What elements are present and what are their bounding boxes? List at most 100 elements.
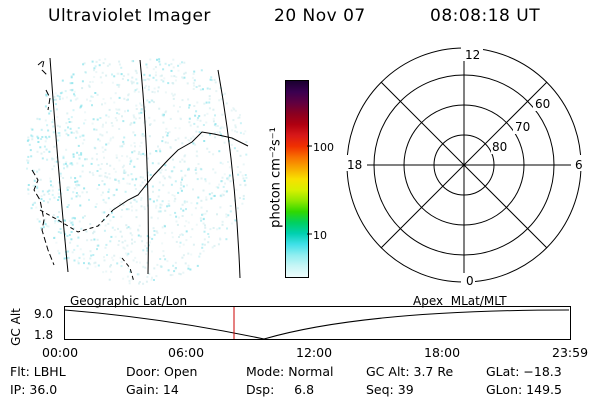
emission-speckle xyxy=(181,142,184,145)
emission-speckle xyxy=(239,122,242,125)
emission-speckle xyxy=(177,110,180,113)
emission-speckle xyxy=(77,194,79,197)
emission-speckle xyxy=(159,206,162,209)
emission-speckle xyxy=(67,134,70,137)
emission-speckle xyxy=(54,160,57,163)
emission-speckle xyxy=(153,233,156,236)
emission-speckle xyxy=(70,176,72,179)
emission-speckle xyxy=(179,187,182,190)
emission-speckle xyxy=(57,199,60,201)
emission-speckle xyxy=(177,64,180,67)
emission-speckle xyxy=(178,272,181,275)
emission-speckle xyxy=(159,265,162,268)
emission-speckle xyxy=(57,139,60,142)
emission-speckle xyxy=(126,155,129,158)
emission-speckle xyxy=(191,76,194,79)
emission-speckle xyxy=(32,202,35,205)
emission-speckle xyxy=(120,73,123,76)
emission-speckle xyxy=(127,226,130,229)
emission-speckle xyxy=(81,142,84,145)
emission-speckle xyxy=(123,169,126,172)
emission-speckle xyxy=(134,134,137,137)
emission-speckle xyxy=(157,90,159,93)
emission-speckle xyxy=(142,265,145,268)
emission-speckle xyxy=(205,101,208,104)
emission-speckle xyxy=(65,96,68,99)
emission-speckle xyxy=(64,219,66,222)
time-tick-1800: 18:00 xyxy=(424,345,461,360)
emission-speckle xyxy=(196,155,199,158)
auroral-emission-speckles xyxy=(26,58,248,285)
emission-speckle xyxy=(49,177,51,180)
emission-speckle xyxy=(184,136,187,139)
emission-speckle xyxy=(94,147,97,150)
emission-speckle xyxy=(155,230,158,233)
emission-speckle xyxy=(182,209,185,212)
emission-speckle xyxy=(113,101,116,104)
emission-speckle xyxy=(219,238,222,241)
emission-speckle xyxy=(111,124,114,127)
emission-speckle xyxy=(113,207,116,210)
emission-speckle xyxy=(171,82,174,84)
emission-speckle xyxy=(66,206,69,208)
emission-speckle xyxy=(161,226,164,229)
emission-speckle xyxy=(131,209,133,212)
emission-speckle xyxy=(161,200,164,203)
emission-speckle xyxy=(190,253,193,256)
emission-speckle xyxy=(168,131,171,134)
emission-speckle xyxy=(226,227,228,230)
emission-speckle xyxy=(148,78,151,81)
emission-speckle xyxy=(193,105,196,107)
emission-speckle xyxy=(170,183,173,186)
emission-speckle xyxy=(162,250,165,253)
emission-speckle xyxy=(126,227,129,230)
emission-speckle xyxy=(96,238,99,241)
emission-speckle xyxy=(166,134,169,137)
emission-speckle xyxy=(213,79,216,81)
emission-speckle xyxy=(79,248,82,251)
emission-speckle xyxy=(129,270,132,273)
emission-speckle xyxy=(200,199,203,202)
emission-speckle xyxy=(113,229,116,231)
emission-speckle xyxy=(121,155,124,157)
emission-speckle xyxy=(84,111,87,114)
emission-speckle xyxy=(172,264,175,267)
emission-speckle xyxy=(58,98,61,101)
emission-speckle xyxy=(171,231,174,234)
emission-speckle xyxy=(192,188,194,191)
emission-speckle xyxy=(169,147,172,149)
status-glon: GLon: 149.5 xyxy=(486,382,562,397)
emission-speckle xyxy=(155,71,157,74)
emission-speckle xyxy=(56,156,59,159)
status-gain: Gain: 14 xyxy=(126,382,179,397)
emission-speckle xyxy=(185,208,187,211)
emission-speckle xyxy=(244,184,247,187)
emission-speckle xyxy=(75,185,78,188)
emission-speckle xyxy=(97,244,100,247)
emission-speckle xyxy=(189,268,192,271)
emission-speckle xyxy=(175,76,178,78)
emission-speckle xyxy=(98,139,101,142)
emission-speckle xyxy=(194,143,197,146)
emission-speckle xyxy=(211,79,213,82)
emission-speckle xyxy=(75,136,78,139)
emission-speckle xyxy=(164,209,167,212)
emission-speckle xyxy=(55,98,58,101)
emission-speckle xyxy=(156,199,159,202)
emission-speckle xyxy=(70,197,73,200)
emission-speckle xyxy=(36,135,39,138)
emission-speckle xyxy=(187,221,190,224)
emission-speckle xyxy=(200,206,203,209)
emission-speckle xyxy=(208,95,211,98)
emission-speckle xyxy=(54,221,56,224)
emission-speckle xyxy=(163,177,166,180)
emission-speckle xyxy=(192,73,195,75)
emission-speckle xyxy=(153,230,156,232)
emission-speckle xyxy=(133,116,136,119)
emission-speckle xyxy=(237,173,240,176)
emission-speckle xyxy=(56,94,59,97)
emission-speckle xyxy=(167,132,169,135)
emission-speckle xyxy=(119,256,122,259)
emission-speckle xyxy=(148,74,151,77)
emission-speckle xyxy=(93,238,96,241)
